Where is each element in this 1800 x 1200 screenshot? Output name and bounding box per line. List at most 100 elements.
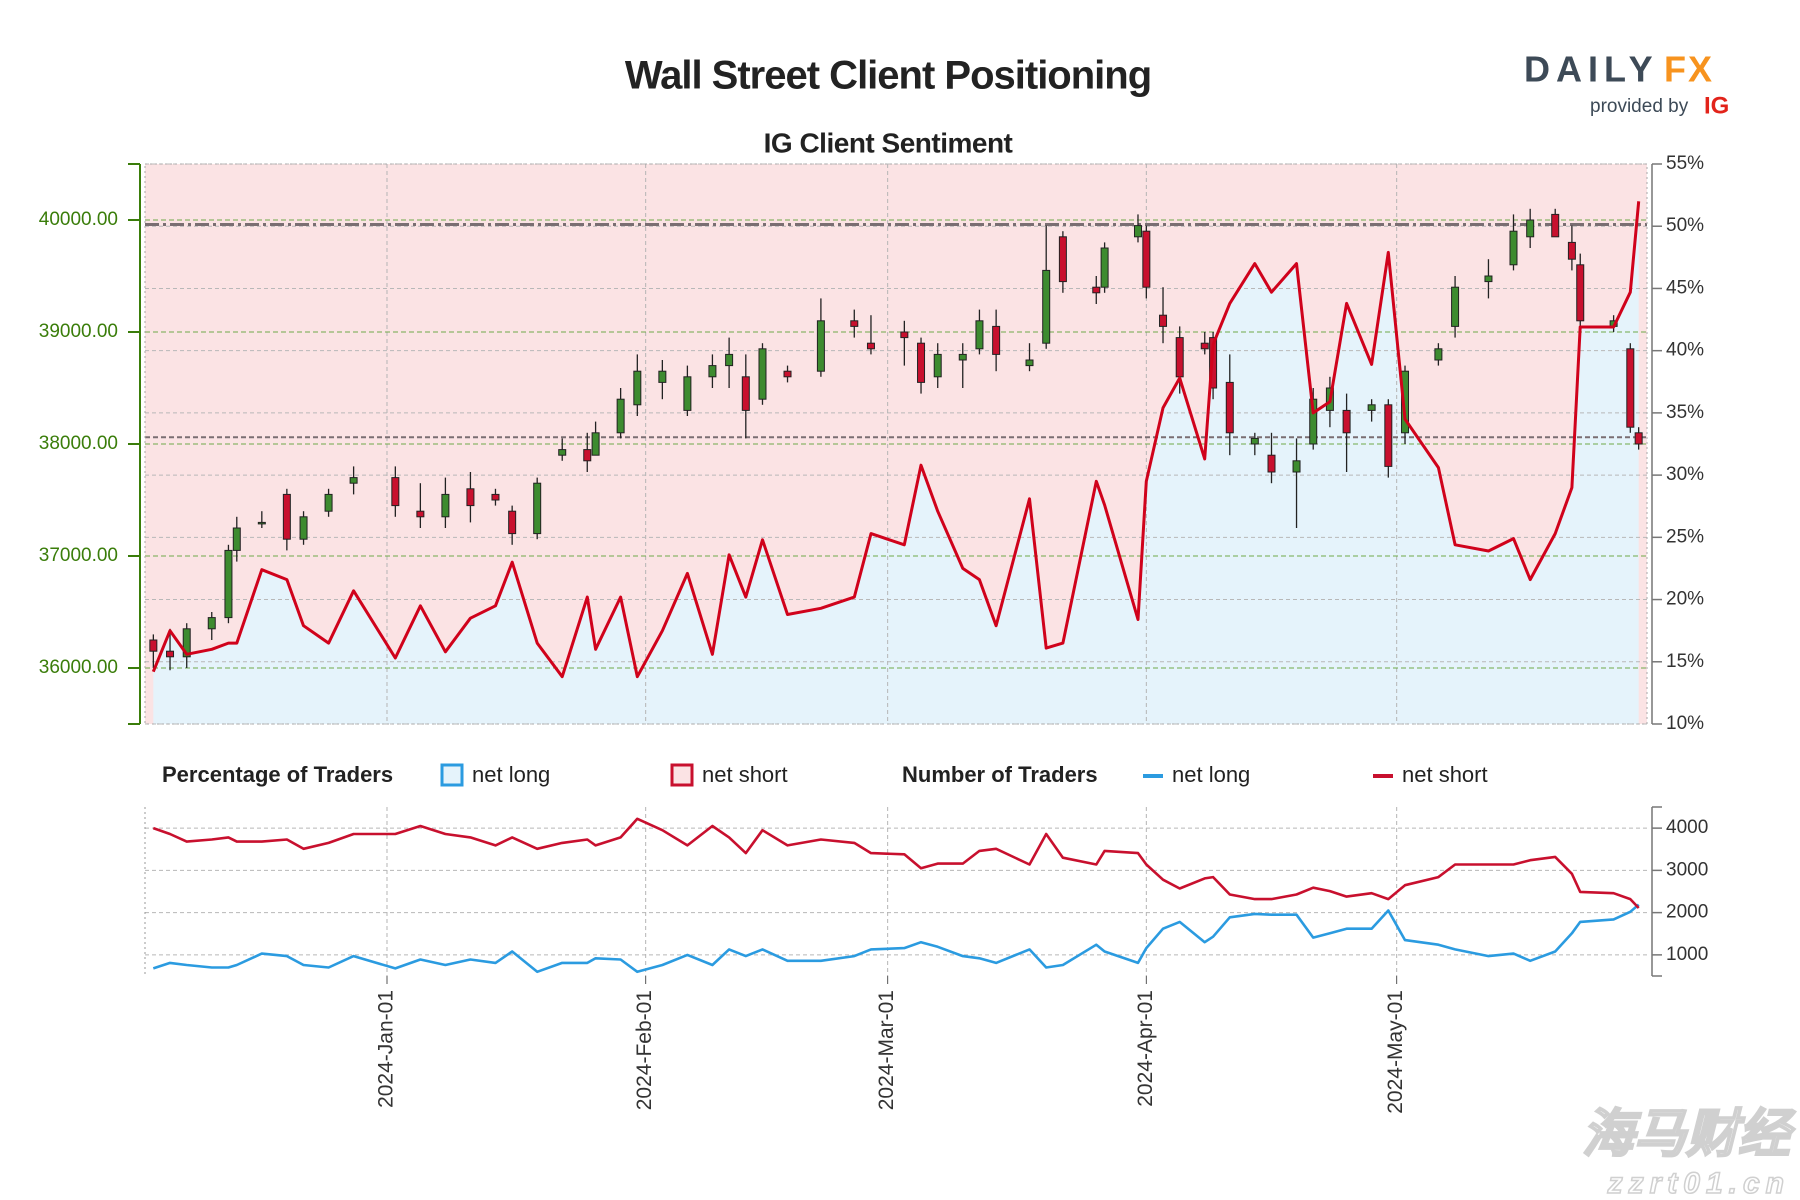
candle-body bbox=[416, 510, 425, 518]
candle-body bbox=[591, 432, 600, 456]
logo-text: DAILY bbox=[1524, 49, 1659, 90]
y-tick-label: 4000 bbox=[1666, 817, 1708, 838]
chart-title: Wall Street Client Positioning bbox=[625, 54, 1151, 98]
candle-body bbox=[850, 320, 859, 327]
x-tick-label: 2024-Feb-01 bbox=[633, 990, 656, 1110]
candle-body bbox=[992, 325, 1001, 355]
candle-body bbox=[741, 376, 750, 411]
y-tick-label: 3000 bbox=[1666, 859, 1708, 880]
logo-provider-text: provided by bbox=[1590, 96, 1689, 117]
candle-body bbox=[1634, 432, 1643, 445]
candle-body bbox=[1509, 230, 1518, 266]
y2-tick-label: 45% bbox=[1666, 277, 1704, 298]
chart-subtitle: IG Client Sentiment bbox=[764, 127, 1013, 158]
candle-body bbox=[207, 617, 216, 630]
y-tick-label: 36000.00 bbox=[39, 657, 118, 678]
candle-body bbox=[1200, 342, 1209, 350]
candle-body bbox=[224, 549, 233, 619]
watermark-text: 海马财经 bbox=[1582, 1106, 1796, 1164]
candle-body bbox=[1175, 337, 1184, 378]
candle-body bbox=[1401, 370, 1410, 434]
y2-tick-label: 55% bbox=[1666, 153, 1704, 174]
candle-body bbox=[1367, 404, 1376, 411]
count-line bbox=[152, 817, 1640, 909]
legend-title: Number of Traders bbox=[902, 762, 1098, 787]
candle-body bbox=[182, 628, 191, 658]
candle-body bbox=[1267, 454, 1276, 473]
candle-body bbox=[583, 449, 592, 462]
candle-body bbox=[633, 370, 642, 406]
candle-body bbox=[783, 370, 792, 378]
candle-body bbox=[917, 342, 926, 383]
candle-body bbox=[299, 516, 308, 540]
y2-tick-label: 50% bbox=[1666, 215, 1704, 236]
candle-body bbox=[1225, 381, 1234, 434]
candle-body bbox=[1434, 348, 1443, 361]
candle-body bbox=[658, 370, 667, 383]
candle-body bbox=[1551, 213, 1560, 238]
candle-body bbox=[1025, 359, 1034, 367]
watermark-text: zzrt01.cn bbox=[1607, 1167, 1790, 1200]
candle-body bbox=[466, 488, 475, 507]
candle-body bbox=[683, 376, 692, 411]
y2-tick-label: 20% bbox=[1666, 589, 1704, 610]
candle-body bbox=[1250, 437, 1259, 445]
candle-body bbox=[725, 353, 734, 367]
candle-body bbox=[166, 650, 175, 658]
candle-body bbox=[1484, 275, 1493, 283]
candle-body bbox=[1384, 404, 1393, 467]
candle-body bbox=[391, 477, 400, 507]
y2-tick-label: 15% bbox=[1666, 651, 1704, 672]
y2-tick-label: 40% bbox=[1666, 340, 1704, 361]
candle-body bbox=[616, 398, 625, 434]
candle-body bbox=[1576, 264, 1585, 322]
legend-title: Percentage of Traders bbox=[162, 762, 393, 787]
y2-tick-label: 10% bbox=[1666, 713, 1704, 734]
legend: Percentage of Traders net long net short… bbox=[162, 762, 1488, 787]
candle-body bbox=[1292, 460, 1301, 473]
legend-label: net short bbox=[702, 762, 788, 787]
y2-tick-label: 25% bbox=[1666, 526, 1704, 547]
legend-swatch bbox=[670, 763, 694, 787]
candle-body bbox=[1567, 241, 1576, 260]
candle-body bbox=[1626, 348, 1635, 428]
candle-body bbox=[933, 353, 942, 378]
legend-label: net short bbox=[1402, 762, 1488, 787]
plot-area bbox=[145, 163, 1647, 725]
legend-label: net long bbox=[472, 762, 550, 787]
candle-body bbox=[533, 482, 542, 535]
y-tick-label: 40000.00 bbox=[39, 209, 118, 230]
y-tick-label: 38000.00 bbox=[39, 433, 118, 454]
candle-body bbox=[1058, 236, 1067, 283]
x-tick-label: 2024-May-01 bbox=[1384, 990, 1407, 1114]
candle-body bbox=[958, 353, 967, 361]
candle-body bbox=[149, 639, 158, 652]
legend-swatch bbox=[440, 763, 464, 787]
count-line bbox=[152, 903, 1640, 974]
candle-body bbox=[1042, 269, 1051, 344]
logo: DAILY FX provided by IG bbox=[1524, 49, 1729, 120]
logo-text: FX bbox=[1664, 49, 1714, 90]
candle-body bbox=[1309, 398, 1318, 445]
candle-body bbox=[257, 521, 266, 525]
candle-body bbox=[1142, 230, 1151, 288]
candle-body bbox=[282, 493, 291, 540]
candle-body bbox=[1100, 247, 1109, 288]
candle-body bbox=[758, 348, 767, 400]
candle-body bbox=[866, 342, 875, 350]
candle-body bbox=[558, 449, 567, 456]
y2-tick-label: 35% bbox=[1666, 402, 1704, 423]
candle-body bbox=[324, 493, 333, 512]
x-tick-label: 2024-Jan-01 bbox=[375, 990, 398, 1108]
candle-body bbox=[1133, 225, 1142, 238]
legend-label: net long bbox=[1172, 762, 1250, 787]
logo-provider: IG bbox=[1704, 92, 1729, 119]
candle-body bbox=[1526, 219, 1535, 238]
y-tick-label: 1000 bbox=[1666, 944, 1708, 965]
y-tick-label: 39000.00 bbox=[39, 321, 118, 342]
candle-body bbox=[816, 320, 825, 372]
sentiment-line bbox=[151, 201, 1641, 679]
candle-body bbox=[1159, 314, 1168, 327]
y-tick-label: 37000.00 bbox=[39, 545, 118, 566]
